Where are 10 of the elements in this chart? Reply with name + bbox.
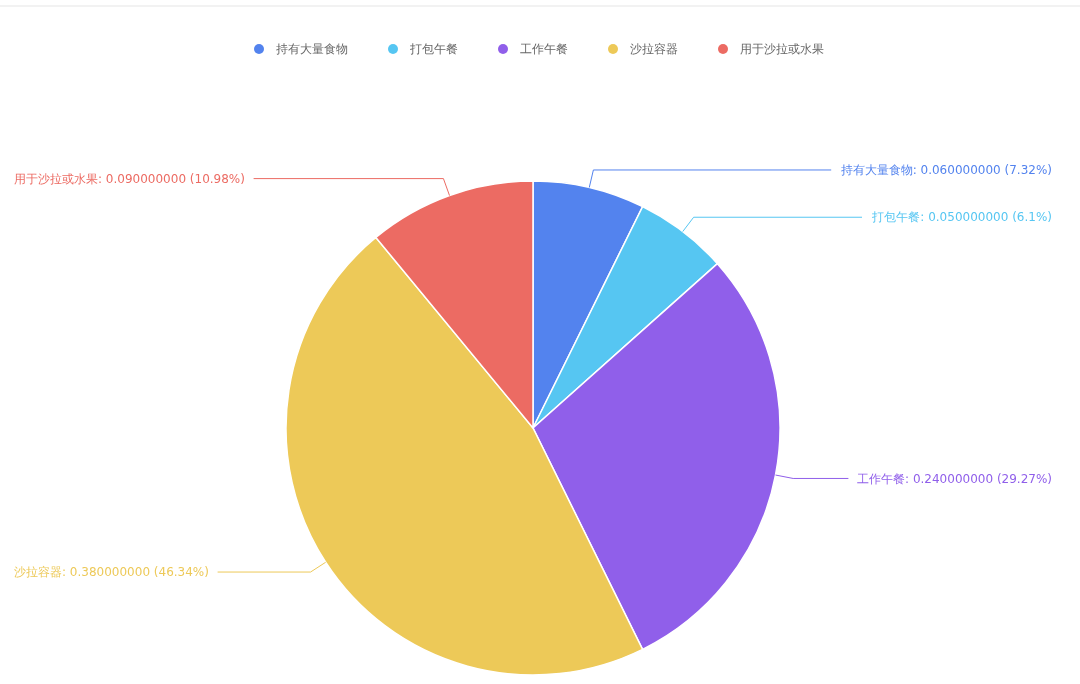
data-label: 工作午餐: 0.240000000 (29.27%): [857, 471, 1052, 486]
data-label: 持有大量食物: 0.060000000 (7.32%): [840, 163, 1052, 178]
data-label: 沙拉容器: 0.380000000 (46.34%): [14, 565, 209, 580]
legend-label: 工作午餐: [520, 42, 568, 57]
data-label: 打包午餐: 0.050000000 (6.1%): [871, 210, 1052, 225]
legend-label: 沙拉容器: [630, 42, 678, 57]
legend-label: 打包午餐: [409, 42, 458, 57]
legend-label: 持有大量食物: [276, 42, 348, 57]
data-label: 用于沙拉或水果: 0.090000000 (10.98%): [14, 171, 245, 186]
legend-label: 用于沙拉或水果: [740, 42, 824, 57]
